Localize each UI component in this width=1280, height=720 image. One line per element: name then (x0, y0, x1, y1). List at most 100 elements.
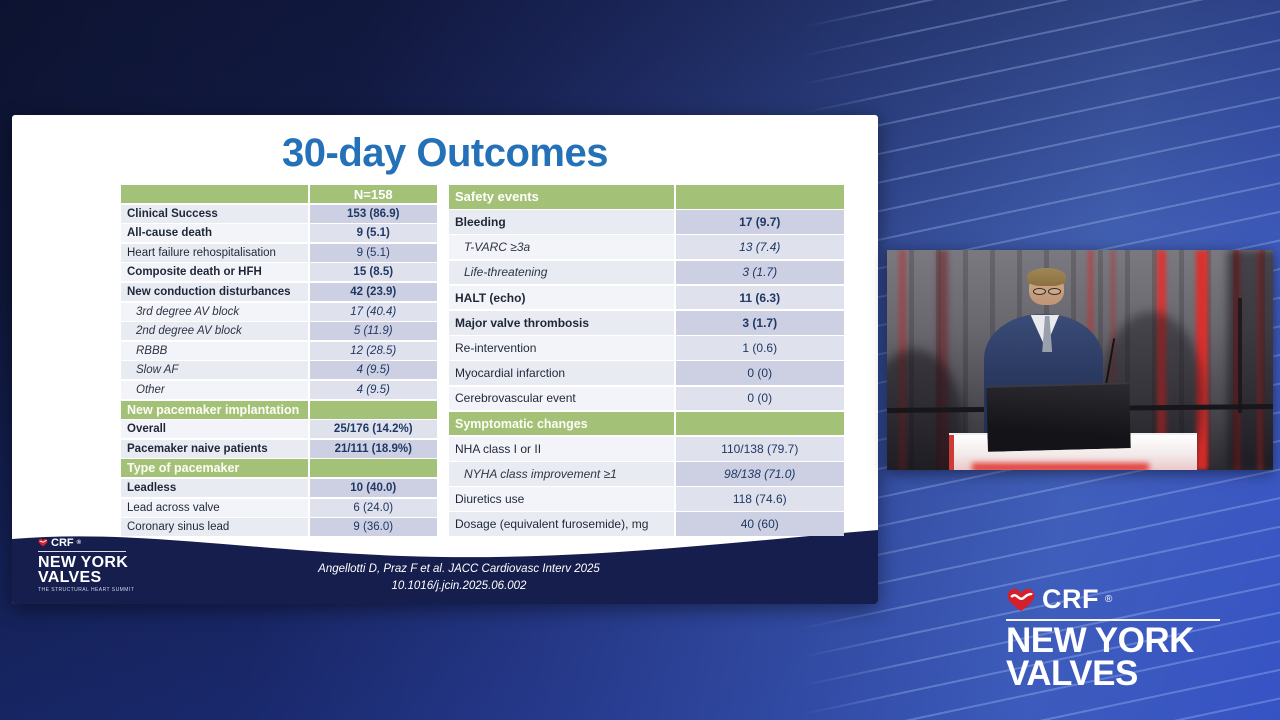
corner-logo-line2: VALVES (1006, 654, 1138, 694)
row-value: 21/111 (18.9%) (309, 439, 437, 458)
speaker-video (887, 250, 1273, 470)
registered-mark: ® (76, 539, 82, 546)
logo-divider (1006, 619, 1220, 621)
row-label: Other (121, 380, 308, 400)
row-value: 15 (8.5) (309, 263, 437, 282)
row-label: Slow AF (121, 361, 308, 380)
row-value: 98/138 (71.0) (675, 462, 844, 486)
row-label: Composite death or HFH (121, 263, 308, 282)
row-value: 5 (11.9) (309, 322, 437, 341)
row-value: 13 (7.4) (675, 235, 844, 260)
row-label: 2nd degree AV block (121, 322, 308, 341)
row-value: 17 (40.4) (309, 302, 437, 321)
row-label: Re-intervention (449, 336, 674, 360)
heart-icon (1007, 588, 1035, 612)
row-value: 11 (6.3) (675, 285, 844, 310)
logo-divider (38, 550, 126, 552)
table-header-value (675, 185, 844, 209)
row-label: Major valve thrombosis (449, 310, 674, 335)
row-value: 153 (86.9) (309, 204, 437, 223)
row-label: New conduction disturbances (121, 282, 308, 302)
row-label: Pacemaker naive patients (121, 439, 308, 458)
row-value: 9 (5.1) (309, 243, 437, 262)
row-value: 9 (36.0) (309, 518, 437, 537)
section-header-value (309, 400, 437, 419)
citation: Angellotti D, Praz F et al. JACC Cardiov… (26, 561, 878, 596)
section-header: Type of pacemaker (121, 459, 308, 478)
row-value: 4 (9.5) (309, 380, 437, 400)
footer-logo-tagline: THE STRUCTURAL HEART SUMMIT (38, 587, 135, 593)
row-label: Coronary sinus lead (121, 518, 308, 537)
registered-mark: ® (1105, 594, 1113, 605)
row-label: NHA class I or II (449, 436, 674, 461)
row-value: 12 (28.5) (309, 341, 437, 360)
footer-logo-brand: CRF (51, 536, 74, 549)
red-light-streak (937, 250, 949, 470)
row-label: Cerebrovascular event (449, 386, 674, 411)
row-value: 42 (23.9) (309, 282, 437, 302)
table-header-label: Safety events (449, 185, 674, 209)
row-label: Diuretics use (449, 487, 674, 511)
citation-line1: Angellotti D, Praz F et al. JACC Cardiov… (318, 562, 600, 575)
section-header-value (675, 411, 844, 436)
section-header-value (309, 459, 437, 478)
footer-logo-line2: VALVES (38, 568, 102, 586)
speaker-tie (1042, 316, 1053, 353)
red-light-streak (1110, 250, 1115, 470)
table-header-label (121, 185, 308, 204)
row-value: 25/176 (14.2%) (309, 420, 437, 439)
row-value: 110/138 (79.7) (675, 436, 844, 461)
row-label: 3rd degree AV block (121, 302, 308, 321)
heart-icon (38, 539, 48, 547)
row-value: 0 (0) (675, 386, 844, 411)
safety-events-table: Safety events Bleeding 17 (9.7) T-VARC ≥3a 1… (449, 185, 844, 537)
slide: 30-day Outcomes N=158 Clinical Success 153… (12, 115, 878, 604)
row-value: 0 (0) (675, 361, 844, 385)
row-label: Leadless (121, 478, 308, 497)
row-label: All-cause death (121, 224, 308, 243)
row-value: 6 (24.0) (309, 498, 437, 517)
row-value: 17 (9.7) (675, 210, 844, 234)
slide-footer-logo: CRF ® NEW YORK VALVES THE STRUCTURAL HEAR… (38, 537, 134, 593)
stage-rail-post (1238, 298, 1243, 413)
row-label: Dosage (equivalent furosemide), mg (449, 512, 674, 537)
row-label: Lead across valve (121, 498, 308, 517)
slide-title: 30-day Outcomes (282, 131, 608, 175)
red-light-streak (1195, 250, 1208, 470)
row-value: 4 (9.5) (309, 361, 437, 380)
table-header-value: N=158 (309, 185, 437, 204)
row-label: NYHA class improvement ≥1 (449, 462, 674, 486)
row-label: Myocardial infarction (449, 361, 674, 385)
row-label: HALT (echo) (449, 285, 674, 310)
row-label: Clinical Success (121, 204, 308, 223)
podium-red-glow (971, 463, 1150, 470)
corner-logo-line1: NEW YORK (1006, 621, 1194, 660)
laptop (986, 382, 1132, 452)
speaker-hair (1027, 268, 1066, 287)
slide-footer-wave (12, 530, 878, 604)
row-value: 1 (0.6) (675, 336, 844, 360)
row-value: 9 (5.1) (309, 224, 437, 243)
section-header: Symptomatic changes (449, 411, 674, 436)
row-value: 3 (1.7) (675, 260, 844, 285)
outcomes-table: N=158 Clinical Success 153 (86.9) All-cause… (121, 185, 437, 537)
section-header: New pacemaker implantation (121, 400, 308, 419)
dark-band (1226, 250, 1273, 470)
row-label: Life-threatening (449, 260, 674, 285)
brand-logo: CRF ® NEW YORK VALVES (1006, 584, 1220, 691)
row-value: 10 (40.0) (309, 478, 437, 497)
red-light-streak (1157, 250, 1167, 470)
row-label: T-VARC ≥3a (449, 235, 674, 260)
citation-line2: 10.1016/j.jcin.2025.06.002 (391, 579, 527, 592)
speaker-glasses (1032, 288, 1062, 296)
row-value: 118 (74.6) (675, 487, 844, 511)
row-label: Heart failure rehospitalisation (121, 243, 308, 262)
corner-logo-brand: CRF (1042, 584, 1099, 614)
row-label: Overall (121, 420, 308, 439)
row-value: 3 (1.7) (675, 310, 844, 335)
row-label: Bleeding (449, 210, 674, 234)
row-value: 40 (60) (675, 512, 844, 537)
footer-logo-line1: NEW YORK (38, 553, 129, 571)
row-label: RBBB (121, 341, 308, 360)
